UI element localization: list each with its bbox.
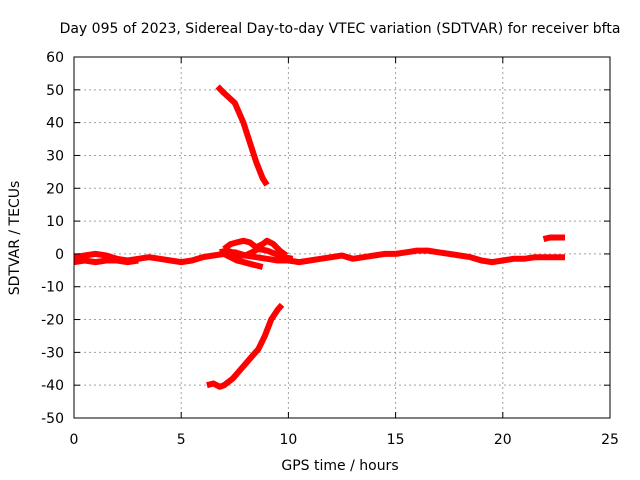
y-tick-label: 50 bbox=[46, 83, 64, 99]
series-track-lower bbox=[206, 302, 285, 390]
axes: 0 5 10 15 20 25 -50 -40 -30 -20 -10 0 10 20 30 40 50 60 bbox=[41, 50, 619, 448]
x-tick-label: 25 bbox=[601, 432, 619, 448]
plot-border bbox=[73, 56, 611, 419]
y-tick-label: 0 bbox=[55, 247, 64, 263]
series-baseline-lower bbox=[73, 257, 139, 266]
x-tick-label: 5 bbox=[177, 432, 186, 448]
y-tick-label: 30 bbox=[46, 148, 64, 164]
x-tick-label: 20 bbox=[494, 432, 512, 448]
y-tick-label: 10 bbox=[46, 214, 64, 230]
y-tick-label: 20 bbox=[46, 181, 64, 197]
y-tick-label: -10 bbox=[41, 280, 64, 296]
chart-title: Day 095 of 2023, Sidereal Day-to-day VTE… bbox=[60, 21, 621, 37]
y-tick-label: -20 bbox=[41, 313, 64, 329]
y-tick-label: -40 bbox=[41, 378, 64, 394]
series-loop-mid bbox=[219, 246, 294, 262]
y-tick-label: 60 bbox=[46, 50, 64, 66]
y-tick-label: -50 bbox=[41, 411, 64, 427]
grid-lines bbox=[74, 57, 610, 418]
series-segment-22 bbox=[542, 234, 565, 243]
x-tick-label: 15 bbox=[387, 432, 405, 448]
series-track-upper bbox=[215, 84, 270, 187]
x-tick-label: 10 bbox=[279, 432, 297, 448]
y-tick-label: -30 bbox=[41, 345, 64, 361]
y-axis-label: SDTVAR / TECUs bbox=[7, 181, 23, 296]
data-series bbox=[73, 84, 565, 390]
y-tick-label: 40 bbox=[46, 116, 64, 132]
x-axis-label: GPS time / hours bbox=[281, 458, 398, 474]
series-baseline bbox=[73, 247, 565, 266]
series-loop-lower bbox=[222, 251, 264, 270]
x-tick-label: 0 bbox=[70, 432, 79, 448]
